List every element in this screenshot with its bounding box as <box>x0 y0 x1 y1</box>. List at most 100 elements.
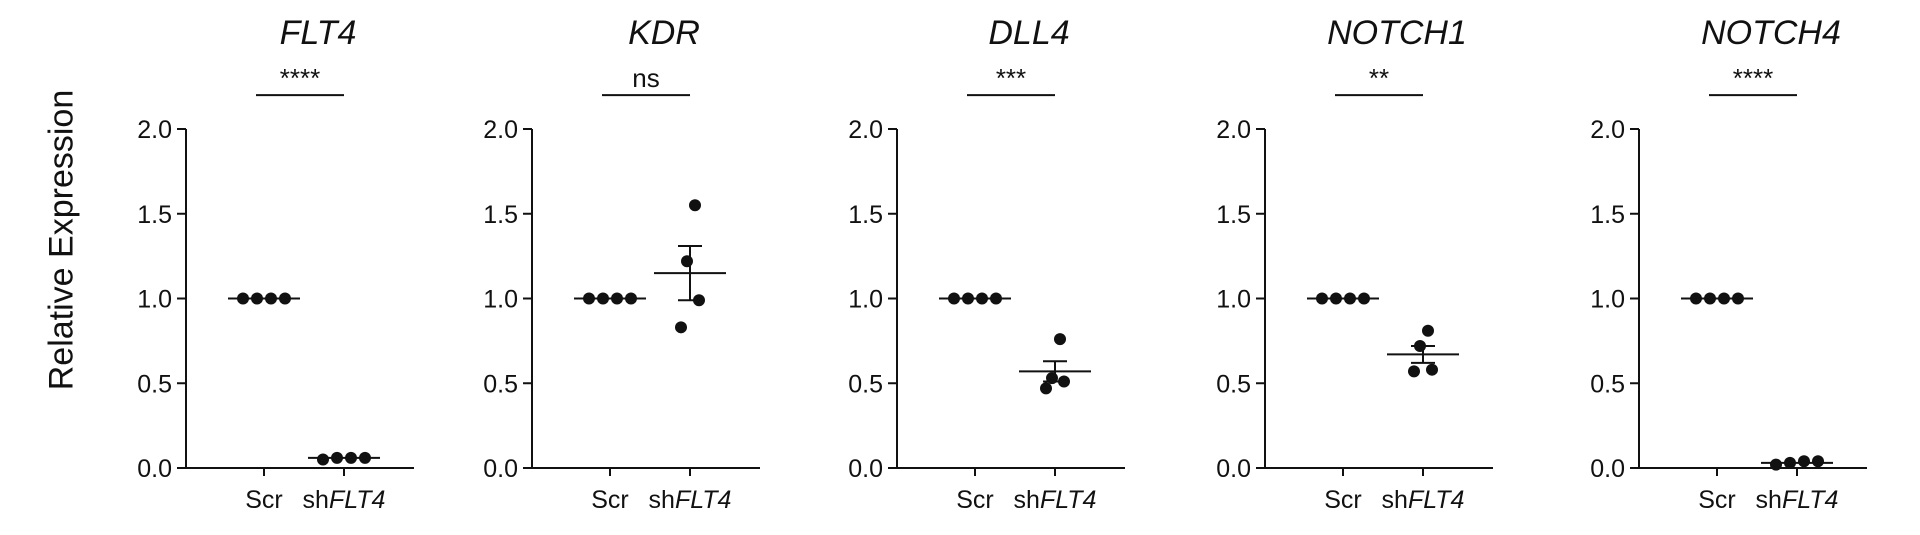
y-tick-label: 1.5 <box>1216 201 1251 229</box>
data-point <box>1704 292 1716 305</box>
x-tick-label: shFLT4 <box>1756 486 1839 514</box>
data-point <box>583 292 595 305</box>
x-tick-label: shFLT4 <box>649 486 732 514</box>
x-tick-label-part: Scr <box>1698 486 1736 514</box>
data-point <box>597 292 609 305</box>
data-point <box>1046 372 1058 385</box>
data-point <box>1414 339 1426 352</box>
y-tick-label: 0.5 <box>483 370 518 398</box>
panel-title: DLL4 <box>988 14 1069 52</box>
y-tick-label: 0.5 <box>1216 370 1251 398</box>
y-tick-label: 0.0 <box>137 455 172 483</box>
data-point <box>1040 382 1052 395</box>
data-point <box>331 451 343 464</box>
data-point <box>689 199 701 212</box>
x-tick-label: shFLT4 <box>1382 486 1465 514</box>
significance-label: *** <box>996 63 1026 93</box>
significance-label: **** <box>1733 63 1773 93</box>
x-tick-label-part: Scr <box>1324 486 1362 514</box>
x-tick-label: Scr <box>1324 486 1362 514</box>
data-point <box>1058 375 1070 388</box>
data-point <box>1798 455 1810 468</box>
y-tick-label: 0.0 <box>1590 455 1625 483</box>
data-point <box>317 453 329 466</box>
data-point <box>345 451 357 464</box>
x-tick-label-part: sh <box>649 486 675 514</box>
x-tick-label: Scr <box>956 486 994 514</box>
panel-title: NOTCH1 <box>1327 14 1467 52</box>
y-tick-label: 2.0 <box>848 116 883 144</box>
significance-label: ns <box>632 63 659 93</box>
y-tick-label: 1.0 <box>483 286 518 314</box>
y-tick-label: 1.0 <box>1216 286 1251 314</box>
data-point <box>265 292 277 305</box>
x-tick-label-part: Scr <box>591 486 629 514</box>
data-point <box>1732 292 1744 305</box>
y-tick-label: 2.0 <box>1590 116 1625 144</box>
y-tick-label: 1.0 <box>137 286 172 314</box>
x-tick-label: Scr <box>591 486 629 514</box>
y-tick-label: 0.0 <box>1216 455 1251 483</box>
y-tick-label: 2.0 <box>137 116 172 144</box>
data-point <box>359 451 371 464</box>
x-tick-label: Scr <box>1698 486 1736 514</box>
data-point <box>1422 324 1434 337</box>
x-tick-label: shFLT4 <box>303 486 386 514</box>
x-tick-label-part: FLT4 <box>329 486 386 514</box>
data-point <box>1358 292 1370 305</box>
data-point <box>1408 365 1420 378</box>
x-tick-label: shFLT4 <box>1014 486 1097 514</box>
data-point <box>625 292 637 305</box>
x-tick-label-part: FLT4 <box>1040 486 1097 514</box>
data-point <box>1770 458 1782 471</box>
data-point <box>681 255 693 268</box>
y-tick-label: 1.0 <box>848 286 883 314</box>
data-point <box>1426 363 1438 376</box>
data-point <box>675 321 687 334</box>
y-tick-label: 0.5 <box>1590 370 1625 398</box>
x-tick-label-part: sh <box>303 486 329 514</box>
x-tick-label-part: FLT4 <box>1408 486 1465 514</box>
data-point <box>1316 292 1328 305</box>
data-point <box>693 294 705 307</box>
y-tick-label: 0.0 <box>848 455 883 483</box>
x-tick-label-part: FLT4 <box>675 486 732 514</box>
y-tick-label: 2.0 <box>483 116 518 144</box>
panel-title: KDR <box>628 14 700 52</box>
data-point <box>1054 333 1066 346</box>
y-tick-label: 1.5 <box>137 201 172 229</box>
x-tick-label: Scr <box>245 486 283 514</box>
data-point <box>990 292 1002 305</box>
x-tick-label-part: FLT4 <box>1782 486 1839 514</box>
x-tick-label-part: sh <box>1382 486 1408 514</box>
data-point <box>251 292 263 305</box>
x-tick-label-part: sh <box>1756 486 1782 514</box>
data-point <box>1344 292 1356 305</box>
data-point <box>962 292 974 305</box>
data-point <box>1690 292 1702 305</box>
data-point <box>948 292 960 305</box>
y-tick-label: 0.0 <box>483 455 518 483</box>
y-tick-label: 1.5 <box>1590 201 1625 229</box>
y-tick-label: 2.0 <box>1216 116 1251 144</box>
y-tick-label: 1.5 <box>483 201 518 229</box>
data-point <box>611 292 623 305</box>
data-point <box>279 292 291 305</box>
y-tick-label: 0.5 <box>137 370 172 398</box>
y-tick-label: 1.5 <box>848 201 883 229</box>
panel-title: FLT4 <box>280 14 357 52</box>
data-point <box>1718 292 1730 305</box>
data-point <box>976 292 988 305</box>
x-tick-label-part: sh <box>1014 486 1040 514</box>
data-point <box>237 292 249 305</box>
data-point <box>1812 455 1824 468</box>
significance-label: ** <box>1369 63 1389 93</box>
x-tick-label-part: Scr <box>956 486 994 514</box>
x-tick-label-part: Scr <box>245 486 283 514</box>
